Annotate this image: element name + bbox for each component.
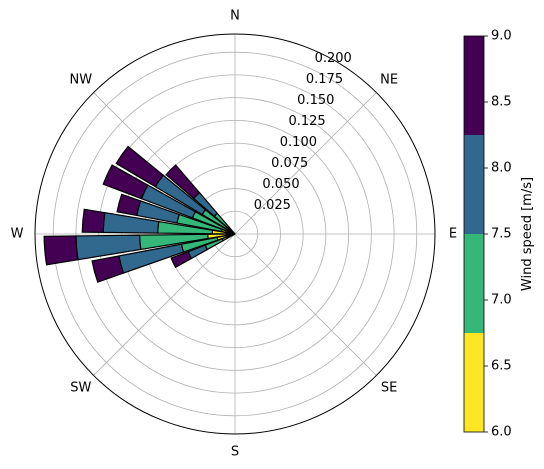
spoke-ne — [234, 92, 377, 235]
wind-bars — [43, 145, 236, 283]
bar-245-bin-4 — [170, 250, 193, 269]
radial-tick-label-4: 0.100 — [280, 135, 317, 150]
colorbar-tick-label-5: 8.0 — [491, 161, 512, 176]
direction-labels: N NE E SE S SW W NW — [11, 9, 458, 460]
colorbar: 6.0 6.5 7.0 7.5 8.0 8.5 9.0 — [463, 29, 512, 440]
radial-tick-label-1: 0.025 — [254, 198, 291, 213]
bar-315-bin-4 — [165, 164, 201, 200]
colorbar-segment-1 — [464, 333, 484, 432]
colorbar-label: Wind speed [m/s] — [520, 177, 535, 291]
direction-label-nw: NW — [70, 72, 93, 87]
colorbar-tick-label-4: 7.5 — [491, 227, 512, 242]
direction-label-sw: SW — [70, 381, 91, 396]
colorbar-tick-label-6: 8.5 — [491, 95, 512, 110]
colorbar-tick-label-3: 7.0 — [491, 293, 512, 308]
direction-label-e: E — [449, 227, 457, 242]
bar-275-bin-4 — [81, 208, 106, 233]
spoke-se — [234, 233, 377, 376]
colorbar-tick-label-7: 9.0 — [491, 29, 512, 44]
direction-label-n: N — [230, 9, 240, 24]
direction-label-ne: NE — [380, 72, 398, 87]
radial-tick-label-2: 0.050 — [262, 177, 299, 192]
angular-grid — [35, 34, 435, 434]
radial-tick-label-5: 0.125 — [288, 114, 325, 129]
bar-265-bin-4 — [43, 235, 79, 266]
radial-tick-label-7: 0.175 — [306, 72, 343, 87]
bar-305-bin-4 — [115, 145, 165, 188]
bar-285-bin-4 — [116, 193, 142, 217]
bar-255-bin-4 — [91, 255, 125, 283]
direction-label-se: SE — [381, 381, 397, 396]
colorbar-segment-4 — [464, 36, 484, 135]
colorbar-tick-label-2: 6.5 — [491, 359, 512, 374]
radial-tick-label-6: 0.150 — [297, 93, 334, 108]
colorbar-segment-2 — [464, 234, 484, 333]
bar-295-bin-4 — [102, 164, 149, 200]
polar-frame — [34, 33, 436, 435]
radial-tick-label-3: 0.075 — [271, 156, 308, 171]
colorbar-segment-3 — [464, 135, 484, 234]
spoke-sw — [93, 233, 236, 376]
direction-label-s: S — [231, 445, 239, 460]
direction-label-w: W — [11, 227, 24, 242]
colorbar-tick-label-1: 6.0 — [491, 425, 512, 440]
